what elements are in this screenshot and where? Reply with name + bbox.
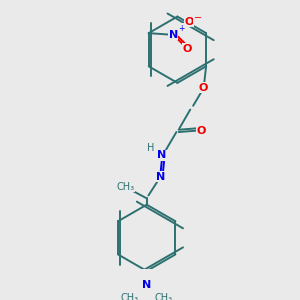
Text: +: + (178, 24, 184, 33)
Text: O: O (183, 44, 192, 54)
Text: H: H (147, 143, 155, 153)
Text: N: N (158, 150, 166, 160)
Text: −: − (194, 13, 202, 23)
Text: N: N (156, 172, 165, 182)
Text: O: O (199, 83, 208, 93)
Text: CH₃: CH₃ (116, 182, 134, 192)
Text: O: O (184, 16, 194, 27)
Text: N: N (169, 30, 178, 40)
Text: O: O (196, 126, 206, 136)
Text: N: N (142, 280, 151, 290)
Text: CH₃: CH₃ (155, 293, 173, 300)
Text: CH₃: CH₃ (120, 293, 139, 300)
